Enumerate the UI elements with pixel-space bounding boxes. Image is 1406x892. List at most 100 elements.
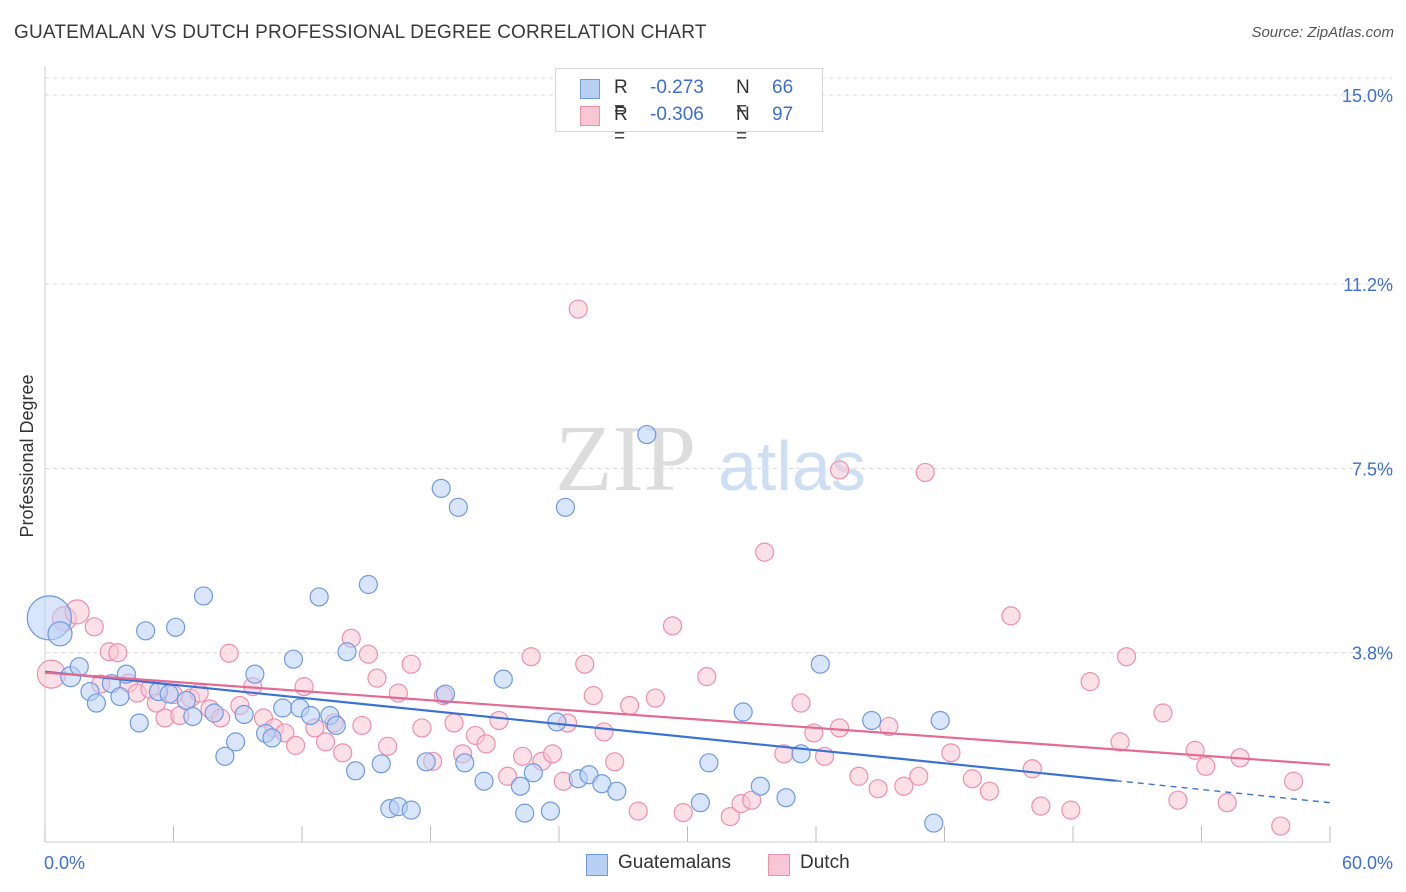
guatemalan-point xyxy=(699,753,719,773)
dutch-point xyxy=(367,668,387,688)
dutch-point xyxy=(605,752,625,772)
guatemalan-point xyxy=(204,703,224,723)
dutch-point xyxy=(444,713,464,733)
dutch-point xyxy=(285,735,306,755)
watermark-zip: ZIP xyxy=(555,407,696,511)
dutch-point xyxy=(1031,796,1051,816)
legend-r-value: -0.306 xyxy=(650,104,704,125)
dutch-point xyxy=(754,542,775,562)
stats-legend: R = -0.273 N = 66 R = -0.306 N = 97 xyxy=(555,68,823,147)
legend-n-value: 66 xyxy=(772,77,794,98)
dutch-point xyxy=(594,722,614,742)
guatemalan-point xyxy=(690,793,710,813)
dutch-point xyxy=(849,766,869,786)
guatemalan-point xyxy=(110,686,130,707)
dutch-point xyxy=(742,790,762,810)
guatemalan-point xyxy=(448,497,468,517)
legend-swatch-guatemalans xyxy=(580,79,600,99)
dutch-point xyxy=(1001,606,1021,626)
guatemalan-point xyxy=(930,710,950,731)
dutch-point xyxy=(868,779,888,799)
y-tick-label: 3.8% xyxy=(1352,644,1393,664)
dutch-point xyxy=(879,716,899,737)
dutch-point xyxy=(697,667,717,687)
dutch-point xyxy=(620,695,640,716)
guatemalan-point xyxy=(733,702,753,722)
guatemalan-point xyxy=(371,754,391,774)
guatemalan-point xyxy=(234,704,254,725)
guatemalan-point xyxy=(176,690,196,711)
dutch-point xyxy=(1153,703,1173,723)
guatemalan-point xyxy=(129,713,149,733)
guatemalan-point xyxy=(337,642,357,662)
dutch-point xyxy=(915,462,935,483)
guatemalan-point xyxy=(435,684,456,704)
dutch-point xyxy=(1217,793,1237,813)
dutch-point xyxy=(829,718,850,738)
legend-swatch-dutch xyxy=(580,106,600,126)
dutch-point xyxy=(941,743,961,763)
guatemalan-point xyxy=(136,621,156,641)
dutch-point xyxy=(1110,732,1130,752)
guatemalan-point xyxy=(159,684,179,704)
chart-title: GUATEMALAN VS DUTCH PROFESSIONAL DEGREE … xyxy=(14,22,707,43)
points-layer xyxy=(26,299,1304,836)
dutch-point xyxy=(294,677,314,697)
dutch-point xyxy=(1196,756,1216,776)
guatemalan-point xyxy=(166,617,186,637)
guatemalan-point xyxy=(862,710,882,731)
y-axis-label: Professional Degree xyxy=(17,374,37,537)
dutch-point xyxy=(315,732,336,752)
dutch-point xyxy=(219,643,239,663)
guatemalan-trend-line xyxy=(44,670,1116,782)
y-tick-label: 7.5% xyxy=(1352,459,1393,479)
trend-layer xyxy=(44,670,1331,804)
dutch-point xyxy=(720,806,740,827)
guatemalan-point xyxy=(431,478,451,498)
guatemalan-point xyxy=(326,715,346,736)
guatemalan-point xyxy=(607,781,627,801)
dutch-point xyxy=(575,654,595,674)
dutch-point xyxy=(645,688,665,708)
guatemalan-point xyxy=(283,649,304,669)
dutch-point xyxy=(512,746,533,766)
dutch-point xyxy=(521,647,541,667)
guatemalan-point xyxy=(555,497,576,517)
dutch-point xyxy=(352,715,372,736)
guatemalan-point xyxy=(493,669,513,689)
dutch-point xyxy=(829,460,850,480)
dutch-point xyxy=(476,734,496,754)
guatemalan-point xyxy=(215,746,235,766)
legend-swatch-guatemalans xyxy=(586,854,608,876)
guatemalan-point xyxy=(401,800,421,820)
legend-label-guatemalans: Guatemalans xyxy=(618,852,732,873)
dutch-point xyxy=(489,710,509,731)
dutch-point xyxy=(358,644,378,664)
dutch-point xyxy=(333,743,353,763)
grid-layer xyxy=(45,77,1392,654)
legend-n-value: 97 xyxy=(772,104,794,125)
legend-r-label: R = xyxy=(614,104,628,147)
guatemalan-point xyxy=(474,771,494,791)
axis-layer: 3.8% 7.5% 11.2% 15.0% 0.0% 60.0% xyxy=(44,66,1393,873)
x-tick-label: 60.0% xyxy=(1342,853,1393,873)
legend-swatch-dutch xyxy=(768,854,790,876)
guatemalan-point xyxy=(262,728,282,748)
dutch-point xyxy=(791,693,811,713)
guatemalan-point xyxy=(637,424,657,445)
guatemalan-point xyxy=(226,732,246,752)
dutch-point xyxy=(583,685,603,706)
guatemalan-point xyxy=(309,587,329,607)
x-tick-label: 0.0% xyxy=(44,853,85,873)
dutch-point xyxy=(1116,647,1137,667)
chart-source: Source: ZipAtlas.com xyxy=(1251,24,1394,41)
dutch-point xyxy=(108,643,128,663)
guatemalan-point xyxy=(510,776,531,796)
guatemalan-point xyxy=(416,752,436,772)
guatemalan-point xyxy=(86,693,107,713)
y-tick-label: 15.0% xyxy=(1342,86,1393,106)
guatemalan-point xyxy=(540,801,561,821)
guatemalan-point xyxy=(47,621,73,647)
dutch-point xyxy=(1168,790,1188,810)
